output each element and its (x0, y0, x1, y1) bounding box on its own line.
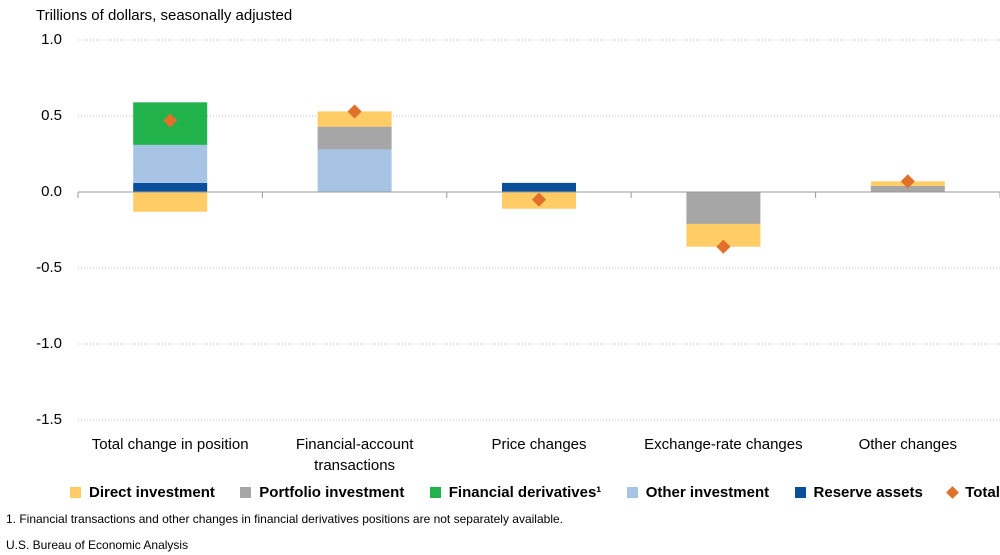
y-axis-label: Trillions of dollars, seasonally adjuste… (36, 7, 292, 24)
bar-segment (133, 182, 208, 192)
x-tick-label: Financial-account transactions (295, 436, 414, 474)
legend-label: Total (965, 484, 1000, 501)
bar-segment (133, 192, 208, 212)
bar-segment (502, 182, 576, 192)
total-marker (531, 192, 547, 207)
legend-item: Direct investment (70, 484, 215, 501)
source: U.S. Bureau of Economic Analysis (6, 538, 189, 552)
y-tick-label: 1.0 (41, 31, 62, 48)
legend-swatch (70, 487, 81, 498)
total-marker (900, 174, 915, 189)
total-marker (716, 239, 731, 254)
total-marker (347, 104, 362, 119)
legend-label: Financial derivatives¹ (448, 484, 602, 501)
bar-segment (317, 111, 392, 127)
bar-segment (870, 185, 945, 192)
x-tick-label: Total change in position (91, 436, 249, 453)
y-tick-label: -0.5 (36, 259, 62, 276)
legend-label: Other investment (645, 484, 770, 501)
legend-item: Other investment (626, 484, 770, 501)
legend-swatch (240, 487, 252, 498)
footnote: 1. Financial transactions and other chan… (6, 512, 563, 526)
legend-item: Portfolio investment (240, 484, 404, 501)
legend-item: Reserve assets (794, 484, 923, 501)
x-tick-label: Price changes (491, 436, 587, 453)
bar-segment (686, 192, 761, 224)
y-tick-label: -1.0 (36, 335, 62, 352)
bar-segment (133, 144, 208, 183)
x-tick-label: Other changes (858, 436, 957, 453)
bar-segment (686, 223, 761, 247)
legend-label: Direct investment (89, 484, 215, 501)
legend-item: Total (946, 484, 1000, 501)
legend-swatch (794, 487, 806, 498)
bar-segment (317, 126, 392, 150)
legend-label: Portfolio investment (259, 484, 405, 501)
bar-segment (317, 149, 392, 192)
y-tick-label: -1.5 (36, 411, 62, 428)
y-tick-label: 0.5 (41, 107, 62, 124)
x-tick-label: Exchange-rate changes (644, 436, 803, 453)
legend-item: Financial derivatives¹ (429, 484, 602, 501)
legend-diamond (946, 486, 960, 499)
legend-label: Reserve assets (813, 484, 923, 501)
legend-swatch (626, 487, 638, 498)
y-tick-label: 0.0 (41, 183, 62, 200)
legend-swatch (429, 487, 441, 498)
legend: Direct investment Portfolio investment Fin… (70, 484, 1000, 501)
